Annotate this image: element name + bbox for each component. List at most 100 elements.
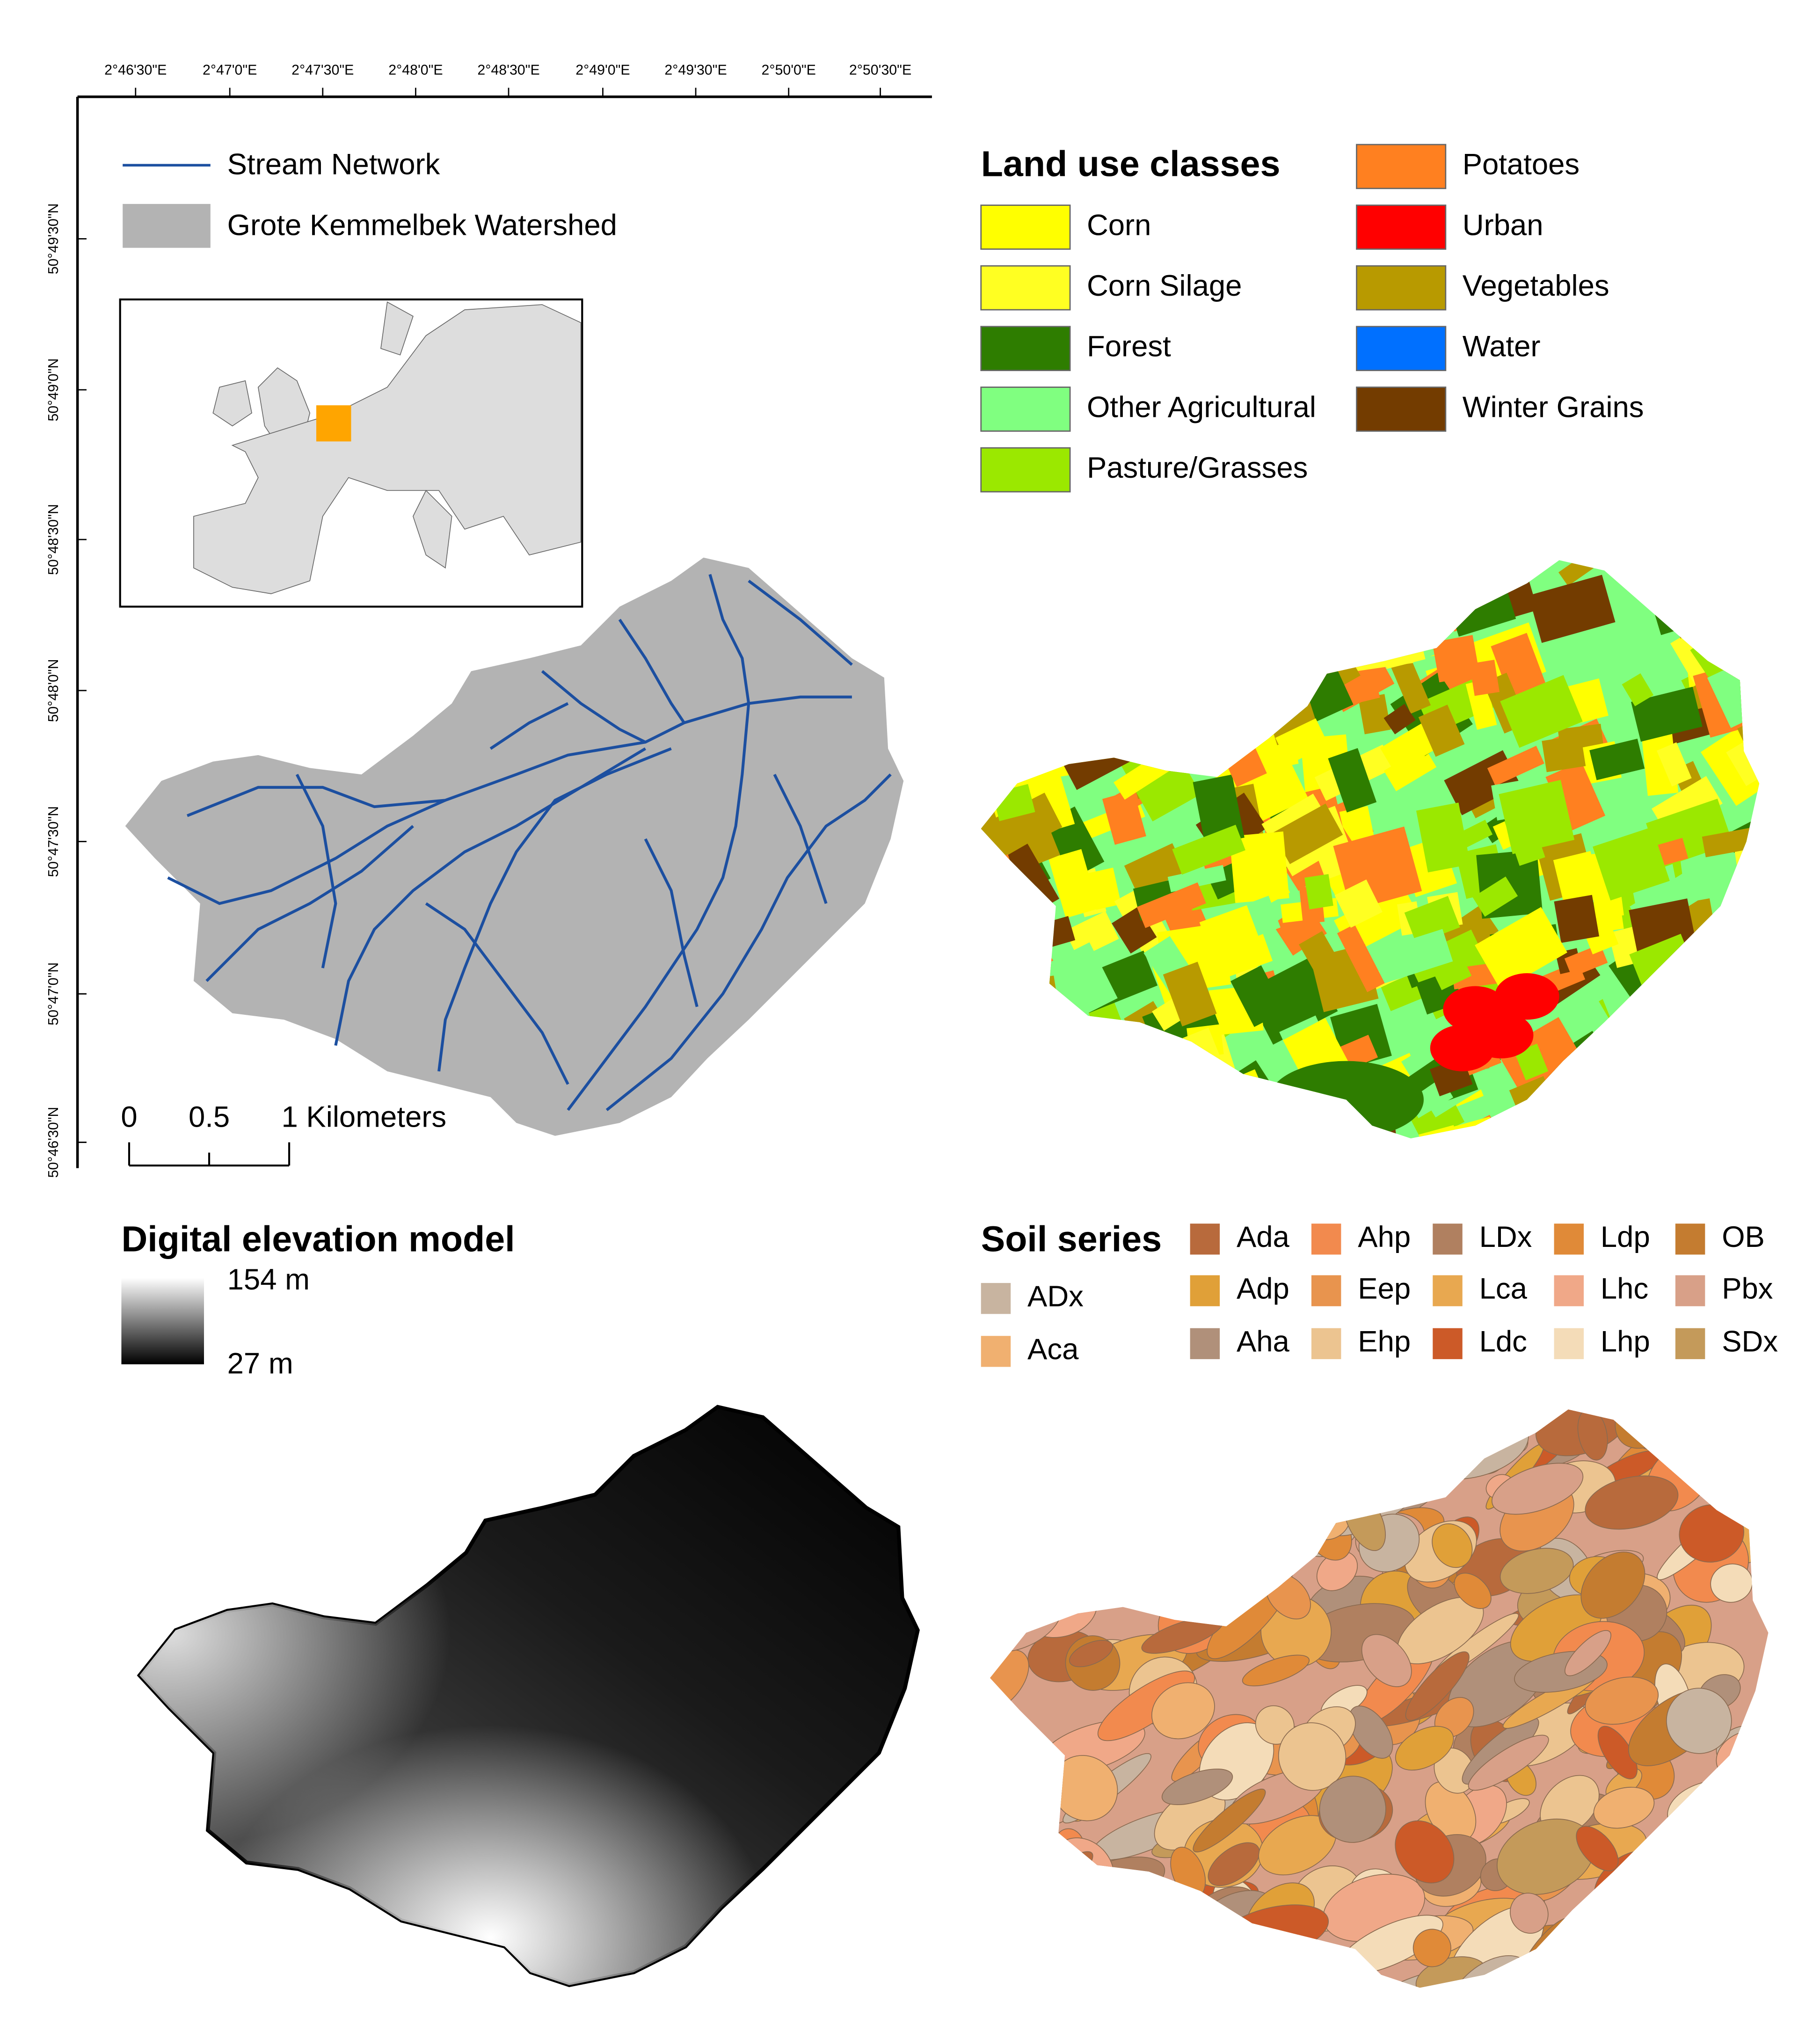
soil-unit bbox=[1113, 1976, 1158, 1988]
land-parcel bbox=[1032, 1047, 1078, 1098]
land-parcel bbox=[1458, 1129, 1501, 1139]
land-parcel bbox=[1163, 961, 1217, 1027]
land-parcel bbox=[1454, 1130, 1532, 1139]
soil-unit bbox=[1079, 1922, 1185, 1977]
soil-unit bbox=[1432, 1523, 1473, 1568]
soil-unit bbox=[1015, 1851, 1093, 1918]
legend-label: Water bbox=[1463, 330, 1541, 363]
soil-unit bbox=[1636, 1981, 1670, 1988]
land-parcel bbox=[1171, 641, 1223, 687]
legend-label: Vegetables bbox=[1463, 269, 1609, 302]
soil-unit bbox=[990, 1495, 1058, 1573]
soil-unit bbox=[1159, 1984, 1190, 1988]
soil-unit bbox=[1147, 1976, 1242, 1988]
land-parcel bbox=[1277, 612, 1325, 664]
legend-label: SDx bbox=[1722, 1326, 1778, 1358]
soil-unit bbox=[1269, 1945, 1343, 1988]
land-parcel bbox=[1707, 1008, 1739, 1048]
land-parcel bbox=[1275, 718, 1329, 765]
land-parcel bbox=[990, 585, 1029, 635]
soil-unit bbox=[990, 1531, 1054, 1594]
soil-unit bbox=[1084, 1427, 1192, 1500]
soil-unit bbox=[1572, 1914, 1648, 1987]
land-parcel bbox=[1729, 1045, 1760, 1083]
soil-unit bbox=[1248, 1409, 1346, 1437]
land-parcel bbox=[1328, 748, 1377, 813]
legend-label: Urban bbox=[1463, 209, 1543, 241]
land-parcel bbox=[1639, 1137, 1682, 1139]
land-parcel bbox=[1743, 932, 1760, 979]
soil-unit bbox=[1160, 1960, 1196, 1988]
land-parcel bbox=[1558, 1068, 1611, 1132]
soil-unit bbox=[1595, 1898, 1646, 1952]
latitude-label: 50°49'0"N bbox=[46, 358, 61, 422]
land-parcel bbox=[1528, 575, 1616, 643]
land-parcel bbox=[1415, 592, 1458, 639]
land-parcel bbox=[1432, 635, 1480, 683]
land-parcel bbox=[1733, 890, 1760, 940]
land-parcel bbox=[1409, 565, 1456, 602]
legend-swatch bbox=[1433, 1224, 1463, 1255]
legend-label: Lhp bbox=[1601, 1326, 1650, 1358]
soil-unit bbox=[1610, 1951, 1660, 1988]
land-parcel bbox=[997, 1085, 1041, 1114]
land-parcel bbox=[1165, 577, 1214, 621]
land-parcel bbox=[1680, 1074, 1754, 1139]
land-parcel bbox=[1660, 1002, 1741, 1070]
land-parcel bbox=[1161, 719, 1214, 765]
land-parcel bbox=[1763, 1061, 1815, 1100]
land-parcel bbox=[1652, 1066, 1748, 1139]
latitude-label: 50°47'0"N bbox=[46, 962, 61, 1026]
longitude-label: 2°49'30"E bbox=[664, 63, 727, 78]
soil-unit bbox=[990, 1918, 1032, 1981]
land-parcel bbox=[1767, 881, 1820, 964]
land-parcel bbox=[1666, 560, 1703, 618]
legend-swatch bbox=[1433, 1328, 1463, 1359]
soil-unit bbox=[1192, 1557, 1216, 1581]
land-parcel bbox=[1719, 1049, 1760, 1109]
soil-unit bbox=[1005, 1453, 1078, 1518]
land-parcel bbox=[1732, 1079, 1760, 1129]
land-parcel bbox=[1553, 1088, 1634, 1139]
soil-unit bbox=[990, 1862, 1068, 1952]
urban-area bbox=[1430, 1025, 1495, 1071]
soil-unit bbox=[1164, 1514, 1262, 1567]
dem-map bbox=[131, 1391, 931, 1998]
land-parcel bbox=[1005, 560, 1052, 594]
land-parcel bbox=[1192, 621, 1236, 681]
land-parcel bbox=[1674, 1115, 1721, 1139]
soil-unit bbox=[1456, 1409, 1529, 1421]
land-parcel bbox=[1405, 1140, 1483, 1204]
land-parcel bbox=[1416, 802, 1471, 873]
legend-label: ADx bbox=[1027, 1280, 1084, 1313]
longitude-label: 2°50'0"E bbox=[761, 63, 815, 78]
soil-unit bbox=[1627, 1873, 1687, 1930]
land-parcel bbox=[1337, 924, 1385, 992]
soil-unit bbox=[1337, 1976, 1387, 1988]
land-parcel bbox=[1554, 895, 1600, 943]
soil-unit bbox=[1564, 1630, 1611, 1676]
soil-unit bbox=[1150, 1446, 1203, 1495]
land-parcel bbox=[1027, 560, 1077, 607]
land-parcel bbox=[1310, 1141, 1372, 1216]
soil-unit bbox=[1079, 1921, 1132, 1965]
land-parcel bbox=[1229, 562, 1279, 629]
land-parcel bbox=[1760, 759, 1791, 815]
soil-unit bbox=[1627, 1911, 1693, 1979]
soil-unit bbox=[1076, 1519, 1135, 1564]
land-parcel bbox=[1514, 1043, 1549, 1081]
land-parcel bbox=[1018, 583, 1059, 616]
legend-label: Lhc bbox=[1601, 1272, 1648, 1305]
soil-unit bbox=[1319, 1776, 1386, 1843]
soil-unit bbox=[990, 1477, 1045, 1563]
legend-swatch bbox=[1356, 326, 1447, 371]
land-parcel bbox=[1139, 581, 1198, 619]
soil-unit bbox=[1011, 1508, 1067, 1567]
legend-swatch bbox=[1190, 1275, 1220, 1306]
land-parcel bbox=[1496, 1111, 1566, 1139]
legend-label: Eep bbox=[1358, 1272, 1411, 1305]
land-parcel bbox=[1645, 1019, 1702, 1055]
soil-unit bbox=[1466, 1409, 1507, 1437]
longitude-label: 2°47'0"E bbox=[203, 63, 257, 78]
land-parcel bbox=[1605, 1112, 1650, 1139]
